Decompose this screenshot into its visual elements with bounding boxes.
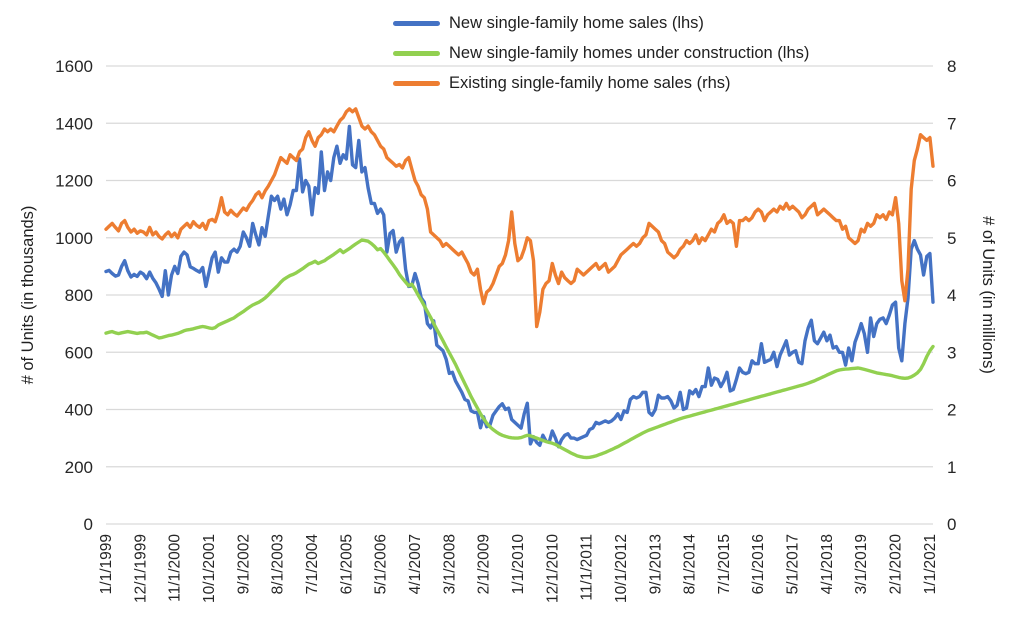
svg-text:12/1/1999: 12/1/1999 (132, 534, 149, 603)
svg-text:1000: 1000 (55, 229, 93, 248)
legend-item-under-construction: New single-family homes under constructi… (393, 38, 809, 68)
svg-text:2/1/2020: 2/1/2020 (888, 534, 905, 595)
svg-text:11/1/2000: 11/1/2000 (167, 534, 184, 602)
svg-text:9/1/2013: 9/1/2013 (647, 534, 664, 594)
svg-text:4/1/2007: 4/1/2007 (407, 534, 424, 594)
svg-text:8: 8 (947, 57, 956, 76)
svg-text:4: 4 (947, 286, 956, 305)
svg-text:10/1/2001: 10/1/2001 (201, 534, 218, 603)
svg-text:1200: 1200 (55, 172, 93, 191)
svg-text:11/1/2011: 11/1/2011 (579, 534, 596, 601)
svg-text:6: 6 (947, 172, 956, 191)
svg-text:7/1/2004: 7/1/2004 (304, 534, 321, 595)
svg-text:800: 800 (65, 286, 93, 305)
right-axis-title: # of Units (in millions) (979, 216, 997, 374)
legend-label: New single-family homes under constructi… (449, 43, 810, 62)
svg-text:8/1/2014: 8/1/2014 (682, 534, 699, 595)
svg-text:3: 3 (947, 343, 956, 362)
legend-label: Existing single-family home sales (rhs) (449, 73, 731, 92)
svg-text:6/1/2016: 6/1/2016 (750, 534, 767, 594)
legend-item-new-home-sales: New single-family home sales (lhs) (393, 8, 809, 38)
svg-text:600: 600 (65, 343, 93, 362)
svg-text:8/1/2003: 8/1/2003 (270, 534, 287, 594)
legend-item-existing-home-sales: Existing single-family home sales (rhs) (393, 68, 809, 98)
svg-text:12/1/2010: 12/1/2010 (544, 534, 561, 603)
svg-text:7: 7 (947, 114, 956, 133)
svg-text:0: 0 (947, 515, 956, 534)
svg-text:200: 200 (65, 458, 93, 477)
svg-text:1/1/1999: 1/1/1999 (98, 534, 115, 594)
svg-text:2/1/2009: 2/1/2009 (476, 534, 493, 594)
svg-text:3/1/2008: 3/1/2008 (441, 534, 458, 594)
svg-text:5/1/2017: 5/1/2017 (785, 534, 802, 594)
svg-text:5: 5 (947, 229, 956, 248)
svg-text:3/1/2019: 3/1/2019 (853, 534, 870, 594)
svg-text:1/1/2010: 1/1/2010 (510, 534, 527, 595)
svg-text:1600: 1600 (55, 57, 93, 76)
svg-text:1/1/2021: 1/1/2021 (922, 534, 939, 594)
left-axis-title: # of Units (in thousands) (19, 205, 37, 385)
legend-swatch-green-line (393, 50, 440, 56)
legend: New single-family home sales (lhs) New s… (393, 8, 809, 98)
svg-text:0: 0 (84, 515, 93, 534)
svg-text:1: 1 (947, 458, 956, 477)
svg-text:9/1/2002: 9/1/2002 (235, 534, 252, 594)
legend-label: New single-family home sales (lhs) (449, 13, 704, 32)
svg-text:6/1/2005: 6/1/2005 (338, 534, 355, 594)
svg-text:10/1/2012: 10/1/2012 (613, 534, 630, 603)
svg-text:4/1/2018: 4/1/2018 (819, 534, 836, 594)
svg-text:2: 2 (947, 401, 956, 420)
svg-text:7/1/2015: 7/1/2015 (716, 534, 733, 594)
svg-text:400: 400 (65, 401, 93, 420)
legend-swatch-orange-line (393, 80, 440, 86)
svg-text:1400: 1400 (55, 114, 93, 133)
legend-swatch-blue-line (393, 20, 440, 26)
svg-text:5/1/2006: 5/1/2006 (373, 534, 390, 594)
